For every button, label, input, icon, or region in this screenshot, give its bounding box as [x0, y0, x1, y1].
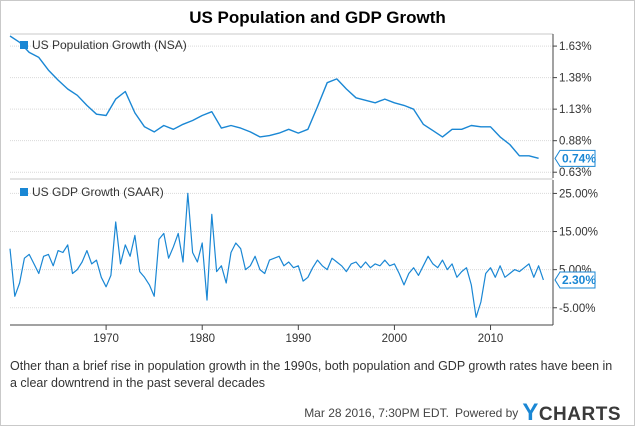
- x-tick-label: 1970: [93, 333, 119, 345]
- population-y-ticks: 1.63% 1.38% 1.13% 0.88% 0.63%: [553, 41, 592, 179]
- y-tick-label: 1.38%: [559, 73, 592, 85]
- population-legend: US Population Growth (NSA): [20, 38, 187, 52]
- population-panel: 1.63% 1.38% 1.13% 0.88% 0.63% US Population …: [9, 33, 596, 179]
- population-gridlines: [10, 45, 553, 173]
- x-tick-label: 1990: [286, 333, 312, 345]
- y-tick-label: 15.00%: [559, 227, 598, 239]
- ycharts-logo[interactable]: YCHARTS: [522, 399, 621, 427]
- chart-caption: Other than a brief rise in population gr…: [10, 359, 613, 390]
- population-last-value: 0.74%: [562, 151, 596, 165]
- population-legend-swatch: [20, 41, 28, 49]
- y-tick-label: -5.00%: [559, 303, 595, 315]
- population-last-value-badge: 0.74%: [554, 149, 596, 167]
- x-tick-label: 2010: [478, 333, 504, 345]
- x-tick-label: 1980: [189, 333, 215, 345]
- y-tick-label: 1.13%: [559, 104, 592, 116]
- gdp-y-ticks: 25.00%15.00%5.00%-5.00%: [553, 188, 598, 315]
- x-ticks: 1970 1980 1990 2000 2010: [93, 325, 503, 345]
- y-tick-label: 1.63%: [559, 41, 592, 53]
- gdp-last-value-badge: 2.30%: [554, 271, 596, 289]
- y-tick-label: 0.63%: [559, 167, 592, 179]
- footer-powered-by: Powered by: [454, 406, 519, 420]
- ycharts-logo-text: CHARTS: [538, 404, 621, 425]
- footer-date: Mar 28 2016, 7:30PM EDT.: [304, 406, 449, 420]
- gdp-gridlines: [10, 192, 553, 309]
- gdp-legend: US GDP Growth (SAAR): [20, 185, 164, 199]
- gdp-legend-swatch: [20, 188, 28, 196]
- gdp-panel: 25.00%15.00%5.00%-5.00% 1970 1980 1990 2000…: [9, 180, 598, 345]
- ycharts-logo-y: Y: [522, 399, 539, 426]
- y-tick-label: 0.88%: [559, 136, 592, 148]
- footer: Mar 28 2016, 7:30PM EDT. Powered by YCHA…: [304, 399, 621, 427]
- population-legend-label: US Population Growth (NSA): [32, 38, 187, 52]
- gdp-legend-label: US GDP Growth (SAAR): [32, 185, 164, 199]
- x-tick-label: 2000: [382, 333, 408, 345]
- gdp-last-value: 2.30%: [562, 273, 596, 287]
- chart-title: US Population and GDP Growth: [189, 8, 446, 27]
- y-tick-label: 25.00%: [559, 188, 598, 200]
- gdp-series-line: [9, 192, 544, 318]
- population-series-line: [9, 35, 539, 159]
